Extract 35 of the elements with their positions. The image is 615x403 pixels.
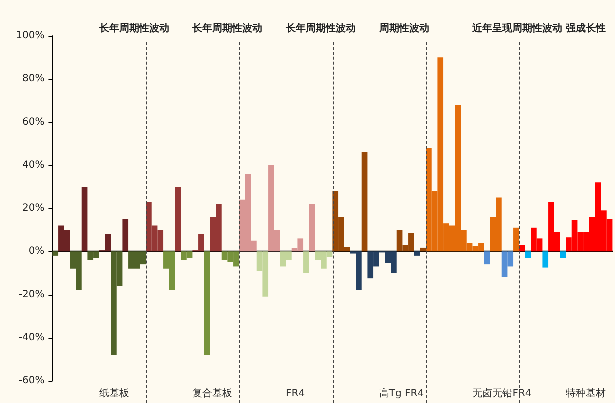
text: 复合基板 [192,388,233,400]
y-tick-label: 100% [16,30,45,42]
bar [420,248,426,252]
bar [542,252,549,268]
bar [304,252,310,274]
bar [204,252,210,356]
bar [362,152,368,252]
y-tick-label: -20% [18,289,45,300]
bar [52,252,59,256]
y-tick-label: 20% [22,203,45,214]
text: 高Tg FR4 [379,388,424,400]
text: 长年周期性波动 [98,22,170,34]
bar [82,186,88,252]
bar [122,219,129,252]
bar [414,252,420,256]
bar [484,252,490,265]
y-tick-label: 60% [22,116,45,128]
bar [525,252,532,258]
text: 长年周期性波动 [192,22,263,34]
bar [175,186,182,252]
bar [309,204,316,252]
text: 近年呈现周期性波动 [472,22,563,34]
text: 特种基材 [566,388,606,400]
text: 纸基板 [99,388,130,400]
y-tick-label: 0% [28,246,45,258]
text: 强成长性 [566,22,606,34]
bar [560,252,566,258]
y-tick-label: -40% [18,332,45,344]
y-tick-label: -60% [18,376,45,386]
y-tick-label: 80% [22,74,45,85]
y-tick-label: 40% [22,160,45,171]
bar [514,228,520,252]
text: FR4 [286,388,306,400]
text: 周期性波动 [378,22,430,34]
text: 长年周期性波动 [285,22,356,34]
